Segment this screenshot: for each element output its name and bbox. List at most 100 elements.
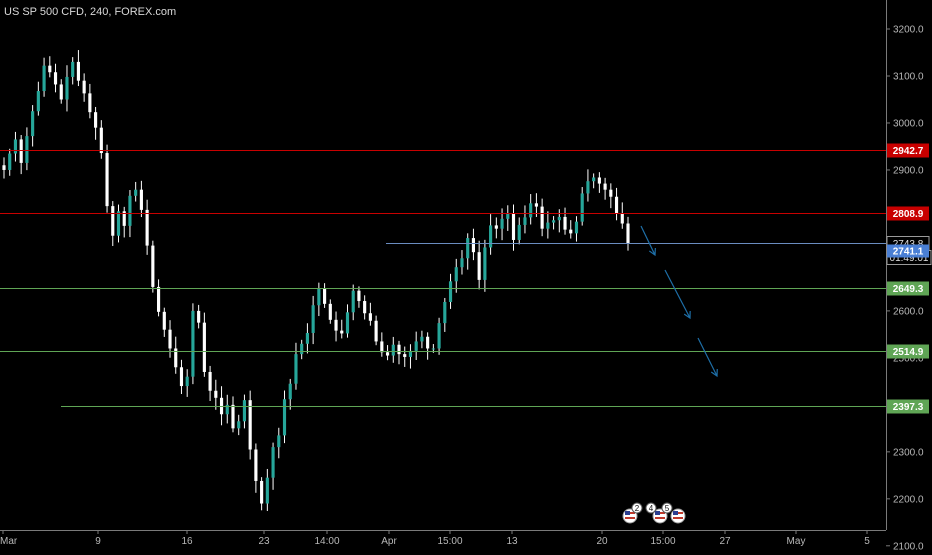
- candle-body: [122, 211, 126, 226]
- candle-body: [237, 421, 241, 429]
- y-tick-label: 2600.0: [893, 306, 924, 317]
- candle-body: [8, 153, 12, 170]
- candle-body: [357, 290, 361, 302]
- level-price-tag: [887, 143, 929, 158]
- candle-body: [197, 310, 201, 323]
- projection-arrowhead: [710, 368, 718, 378]
- y-tick-label: 2500.0: [893, 353, 924, 364]
- x-tick-label: 13: [506, 536, 518, 547]
- event-count-label: 2: [635, 504, 640, 513]
- projection-arrow[interactable]: [664, 269, 691, 319]
- candle-body: [466, 238, 470, 259]
- x-tick-label: 14:00: [314, 536, 339, 547]
- candle-body: [586, 181, 590, 194]
- y-tick-label: 2900.0: [893, 165, 924, 176]
- candle-body: [134, 189, 138, 196]
- candle-body: [214, 390, 218, 398]
- y-tick-label: 3000.0: [893, 118, 924, 129]
- x-tick-label: 15:00: [650, 536, 675, 547]
- flag-stripe: [673, 517, 683, 519]
- candle-body: [271, 447, 275, 478]
- candle-body: [534, 203, 538, 207]
- candle-body: [557, 216, 561, 221]
- x-tick-label: 9: [95, 536, 101, 547]
- candle-body: [168, 329, 172, 349]
- candle-body: [523, 217, 527, 225]
- bid-price-label: 2741.1: [893, 247, 924, 258]
- candle-body: [311, 305, 315, 333]
- candle-body: [19, 139, 23, 163]
- candle-body: [574, 221, 579, 234]
- candle-body: [626, 223, 630, 244]
- candle-body: [540, 206, 544, 229]
- candle-body: [391, 344, 395, 356]
- candle-body: [294, 354, 298, 384]
- candle-body: [374, 320, 378, 342]
- level-price-label: 2808.9: [893, 209, 924, 220]
- candle-body: [620, 213, 624, 224]
- candle-body: [42, 65, 46, 92]
- candle-body: [174, 348, 178, 368]
- candle-body: [345, 312, 350, 334]
- candle-body: [448, 281, 453, 302]
- candle-body: [248, 400, 252, 450]
- projection-arrow[interactable]: [697, 337, 718, 377]
- candle-body: [569, 229, 573, 234]
- candle-body: [48, 65, 52, 73]
- candle-body: [88, 93, 92, 113]
- candle-body: [277, 435, 281, 448]
- x-tick-label: 16: [181, 536, 193, 547]
- level-price-tag: [887, 206, 929, 221]
- y-tick-label: 2100.0: [893, 541, 924, 550]
- candle-body: [420, 336, 424, 342]
- candle-body: [156, 286, 161, 312]
- candle-body: [397, 344, 401, 355]
- x-tick-label: 23: [258, 536, 270, 547]
- candle-body: [94, 112, 98, 128]
- candle-body: [351, 290, 355, 313]
- candle-body: [305, 332, 309, 344]
- candle-body: [202, 322, 206, 372]
- level-price-tag: [887, 281, 929, 296]
- level-price-label: 2942.7: [893, 146, 924, 157]
- level-price-label: 2397.3: [893, 402, 924, 413]
- candle-body: [317, 288, 321, 306]
- event-count-label: 5: [665, 504, 670, 513]
- candle-body: [460, 258, 464, 268]
- candle-body: [265, 477, 269, 504]
- event-count-label: 4: [649, 504, 654, 513]
- candle-body: [471, 238, 476, 253]
- level-price-tag: [887, 399, 929, 414]
- event-count-badge: [645, 502, 657, 514]
- candle-body: [483, 247, 487, 280]
- candle-body: [546, 222, 550, 229]
- bid-price-tag: [887, 244, 929, 258]
- candle-body: [403, 354, 407, 357]
- candle-body: [300, 343, 304, 355]
- event-count-badge: [631, 502, 643, 514]
- candle-body: [139, 189, 143, 210]
- event-count-badge: [661, 502, 673, 514]
- candle-body: [380, 341, 384, 353]
- candle-body: [53, 72, 58, 85]
- candle-body: [500, 218, 504, 229]
- candle-body: [454, 267, 458, 282]
- candle-body: [437, 323, 441, 349]
- x-tick-label: 27: [719, 536, 731, 547]
- candle-body: [517, 224, 521, 240]
- projection-arrow[interactable]: [640, 225, 656, 256]
- candle-body: [368, 313, 372, 321]
- candle-body: [529, 203, 533, 218]
- candle-body: [242, 400, 247, 422]
- candle-body: [328, 303, 332, 320]
- candle-body: [552, 220, 556, 223]
- candle-body: [506, 213, 510, 219]
- y-tick-label: 3200.0: [893, 25, 924, 36]
- candle-body: [2, 165, 6, 170]
- x-tick-label: 15:00: [437, 536, 462, 547]
- chart-title: US SP 500 CFD, 240, FOREX.com: [4, 6, 177, 18]
- level-price-label: 2649.3: [893, 284, 924, 295]
- y-tick-label: 2300.0: [893, 447, 924, 458]
